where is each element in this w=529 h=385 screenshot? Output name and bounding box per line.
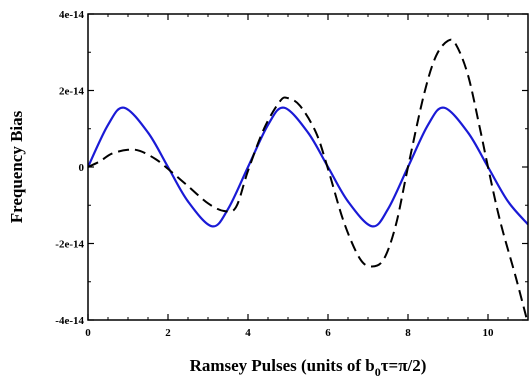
series-layer	[88, 38, 528, 320]
x-axis-title: Ramsey Pulses (units of b0τ=π/2)	[190, 356, 427, 379]
x-tick-label: 8	[405, 327, 411, 339]
x-axis-title-suffix: τ=π/2)	[381, 356, 427, 375]
solid-series-line	[88, 106, 528, 228]
y-tick-label: -4e-14	[55, 315, 84, 327]
y-tick-label: 2e-14	[59, 86, 85, 98]
y-axis-title: Frequency Bias	[7, 110, 26, 223]
dashed-series-line	[88, 38, 528, 320]
x-tick-label: 2	[165, 327, 171, 339]
y-tick-label: 0	[79, 162, 85, 174]
x-tick-label: 0	[85, 327, 91, 339]
x-tick-label: 6	[325, 327, 331, 339]
tick-layer: 0 2 4 6 8 10 -4e-14 -2e-14 0 2e-14 4e-14	[55, 9, 528, 339]
x-axis-title-prefix: Ramsey Pulses (units of b	[190, 356, 375, 375]
x-tick-label: 10	[483, 327, 495, 339]
x-tick-label: 4	[245, 327, 251, 339]
y-tick-label: -2e-14	[55, 239, 84, 251]
y-tick-label: 4e-14	[59, 9, 85, 21]
x-axis-title-subscript: 0	[375, 365, 381, 379]
